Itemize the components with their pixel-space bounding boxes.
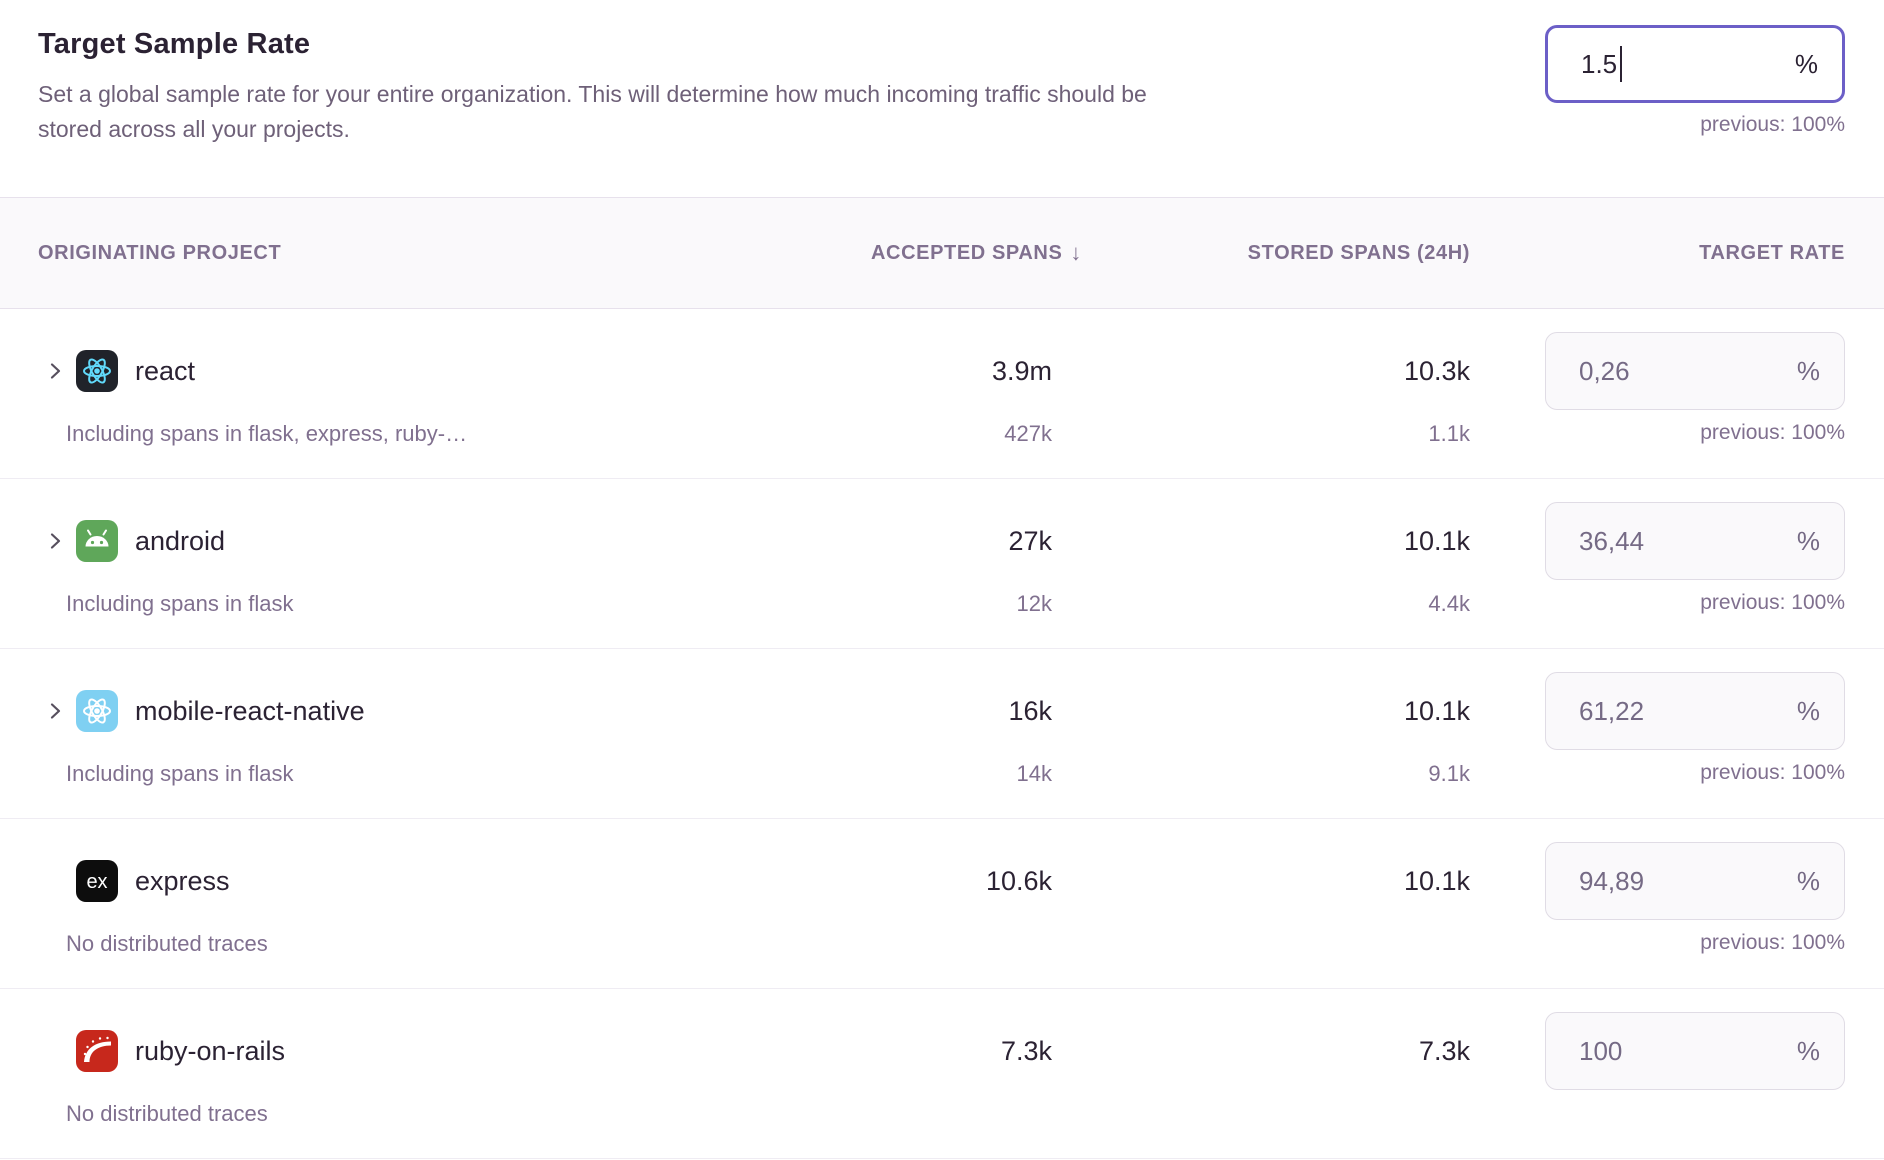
accepted-spans-subvalue: 14k (1016, 761, 1052, 786)
project-cell: ruby-on-rails No distributed traces (38, 989, 632, 1158)
project-rate-value: 100 (1579, 1035, 1623, 1066)
column-header-stored-spans: STORED SPANS (24H) (1247, 241, 1470, 264)
previous-rate-label: previous: 100% (1700, 113, 1845, 136)
accepted-spans-subvalue: 427k (1004, 421, 1052, 446)
percent-suffix: % (1796, 525, 1820, 556)
stored-spans-value: 7.3k (1418, 1035, 1470, 1066)
table-row: ex express No distributed traces 10.6k 1… (0, 819, 1884, 989)
project-cell: ex express No distributed traces (38, 819, 632, 988)
table-header-row: ORIGINATING PROJECT ACCEPTED SPANS ↓ STO… (0, 197, 1884, 309)
project-subtitle: No distributed traces (66, 931, 268, 956)
text-cursor (1620, 46, 1623, 82)
stored-spans-subvalue: 9.1k (1428, 761, 1470, 786)
stored-spans-cell: 10.1k 9.1k (1052, 649, 1470, 818)
page-title: Target Sample Rate (38, 28, 311, 60)
stored-spans-cell: 10.1k 4.4k (1052, 479, 1470, 648)
project-subtitle: Including spans in flask (66, 761, 294, 786)
expand-chevron-icon[interactable] (45, 531, 65, 551)
accepted-spans-value: 7.3k (1000, 1035, 1052, 1066)
column-header-originating-project: ORIGINATING PROJECT (38, 241, 282, 264)
percent-suffix: % (1796, 695, 1820, 726)
express-platform-icon: ex (76, 860, 118, 902)
rails-platform-icon (76, 1030, 118, 1072)
target-rate-cell: 100 % (1470, 989, 1845, 1158)
project-name: react (135, 355, 196, 386)
table-row: ruby-on-rails No distributed traces 7.3k… (0, 989, 1884, 1159)
stored-spans-cell: 7.3k (1052, 989, 1470, 1158)
project-name: mobile-react-native (135, 695, 365, 726)
accepted-spans-cell: 16k 14k (632, 649, 1052, 818)
global-rate-input[interactable]: 1.5 % (1545, 25, 1845, 103)
accepted-spans-subvalue (632, 1101, 1052, 1129)
accepted-spans-subvalue: 12k (1016, 591, 1052, 616)
project-rate-value: 0,26 (1579, 355, 1630, 386)
react-native-platform-icon (76, 690, 118, 732)
project-name: ruby-on-rails (135, 1035, 286, 1066)
accepted-spans-cell: 27k 12k (632, 479, 1052, 648)
global-rate-value: 1.5 (1581, 48, 1618, 79)
stored-spans-subvalue (1052, 931, 1470, 959)
stored-spans-cell: 10.3k 1.1k (1052, 309, 1470, 478)
panel-description: Set a global sample rate for your entire… (38, 81, 1147, 142)
project-subtitle: Including spans in flask (66, 591, 294, 616)
project-rate-value: 94,89 (1579, 865, 1645, 896)
project-subtitle: No distributed traces (66, 1101, 268, 1126)
accepted-spans-cell: 3.9m 427k (632, 309, 1052, 478)
project-cell: react Including spans in flask, express,… (38, 309, 632, 478)
project-rate-value: 36,44 (1579, 525, 1645, 556)
expand-chevron-icon[interactable] (45, 701, 65, 721)
accepted-spans-value: 27k (1008, 525, 1052, 556)
accepted-spans-cell: 7.3k (632, 989, 1052, 1158)
previous-rate-label: previous: 100% (1700, 591, 1845, 614)
target-rate-cell: 94,89 % previous: 100% (1470, 819, 1845, 988)
stored-spans-value: 10.1k (1403, 865, 1470, 896)
project-name: android (135, 525, 226, 556)
accepted-spans-cell: 10.6k (632, 819, 1052, 988)
project-rate-value: 61,22 (1579, 695, 1645, 726)
project-rate-input[interactable]: 94,89 % (1545, 842, 1845, 920)
project-rate-input[interactable]: 36,44 % (1545, 502, 1845, 580)
project-name: express (135, 865, 230, 896)
stored-spans-cell: 10.1k (1052, 819, 1470, 988)
percent-suffix: % (1796, 1035, 1820, 1066)
android-platform-icon (76, 520, 118, 562)
project-cell: mobile-react-native Including spans in f… (38, 649, 632, 818)
target-rate-cell: 0,26 % previous: 100% (1470, 309, 1845, 478)
table-body: react Including spans in flask, express,… (0, 309, 1884, 1159)
previous-rate-label: previous: 100% (1700, 931, 1845, 954)
project-rate-input[interactable]: 0,26 % (1545, 332, 1845, 410)
react-platform-icon (76, 350, 118, 392)
stored-spans-value: 10.1k (1403, 525, 1470, 556)
table-row: react Including spans in flask, express,… (0, 309, 1884, 479)
table-row: mobile-react-native Including spans in f… (0, 649, 1884, 819)
accepted-spans-value: 10.6k (985, 865, 1052, 896)
panel-header: Target Sample Rate Set a global sample r… (0, 0, 1884, 197)
project-rate-input[interactable]: 61,22 % (1545, 672, 1845, 750)
project-subtitle: Including spans in flask, express, ruby-… (66, 421, 468, 446)
target-rate-cell: 61,22 % previous: 100% (1470, 649, 1845, 818)
sort-descending-icon: ↓ (1070, 240, 1082, 265)
table-row: android Including spans in flask 27k 12k… (0, 479, 1884, 649)
stored-spans-subvalue: 4.4k (1428, 591, 1470, 616)
stored-spans-subvalue (1052, 1101, 1470, 1129)
expand-chevron-icon[interactable] (45, 361, 65, 381)
project-cell: android Including spans in flask (38, 479, 632, 648)
stored-spans-value: 10.1k (1403, 695, 1470, 726)
column-header-target-rate: TARGET RATE (1699, 241, 1845, 264)
percent-suffix: % (1796, 865, 1820, 896)
percent-suffix: % (1796, 355, 1820, 386)
accepted-spans-value: 16k (1008, 695, 1052, 726)
previous-rate-label: previous: 100% (1700, 761, 1845, 784)
accepted-spans-value: 3.9m (991, 355, 1052, 386)
accepted-spans-subvalue (632, 931, 1052, 959)
column-header-accepted-spans[interactable]: ACCEPTED SPANS ↓ (871, 240, 1082, 265)
percent-suffix: % (1794, 48, 1818, 79)
previous-rate-label: previous: 100% (1700, 421, 1845, 444)
target-rate-cell: 36,44 % previous: 100% (1470, 479, 1845, 648)
stored-spans-subvalue: 1.1k (1428, 421, 1470, 446)
project-rate-input[interactable]: 100 % (1545, 1012, 1845, 1090)
svg-text:ex: ex (86, 871, 107, 893)
stored-spans-value: 10.3k (1403, 355, 1470, 386)
